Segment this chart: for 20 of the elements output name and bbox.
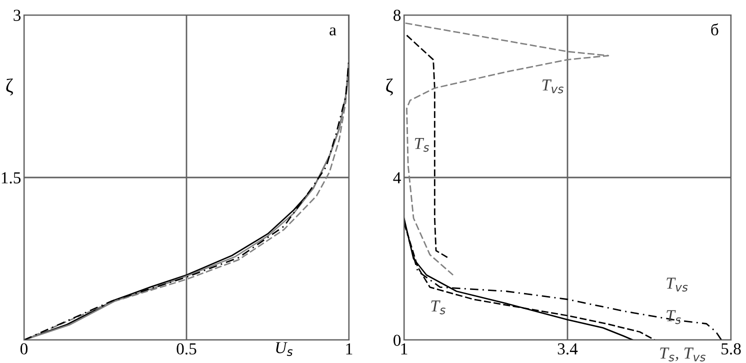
x-axis-title: U$_{s}$ (276, 342, 293, 356)
annotation: T$_{s}$ (666, 310, 681, 324)
y-tick-label: 8 (394, 10, 401, 21)
y-tick-label: 1.5 (2, 172, 21, 184)
x-tick-label: 1 (346, 343, 352, 354)
annotation: б (711, 23, 718, 36)
annotation: T$_{s}$ (414, 138, 430, 152)
x-tick-label: 0.5 (176, 343, 196, 355)
y-tick-label: 0 (394, 334, 401, 346)
text: T$_{s}$, T$_{vs}$ (660, 348, 706, 362)
y-tick-label: 4 (393, 172, 401, 184)
x-tick-label: 5.8 (722, 343, 741, 355)
y-tick-label: 3 (14, 10, 21, 21)
annotation: T$_{vs}$ (666, 278, 688, 292)
annotation: T$_{s}$ (431, 300, 446, 314)
annotation: T$_{vs}$ (542, 80, 564, 94)
x-tick-label: 3.4 (558, 343, 578, 355)
y-axis-title: ζ (386, 78, 393, 96)
y-axis-title: ζ (6, 78, 13, 96)
x-tick-label: 1 (401, 343, 408, 354)
